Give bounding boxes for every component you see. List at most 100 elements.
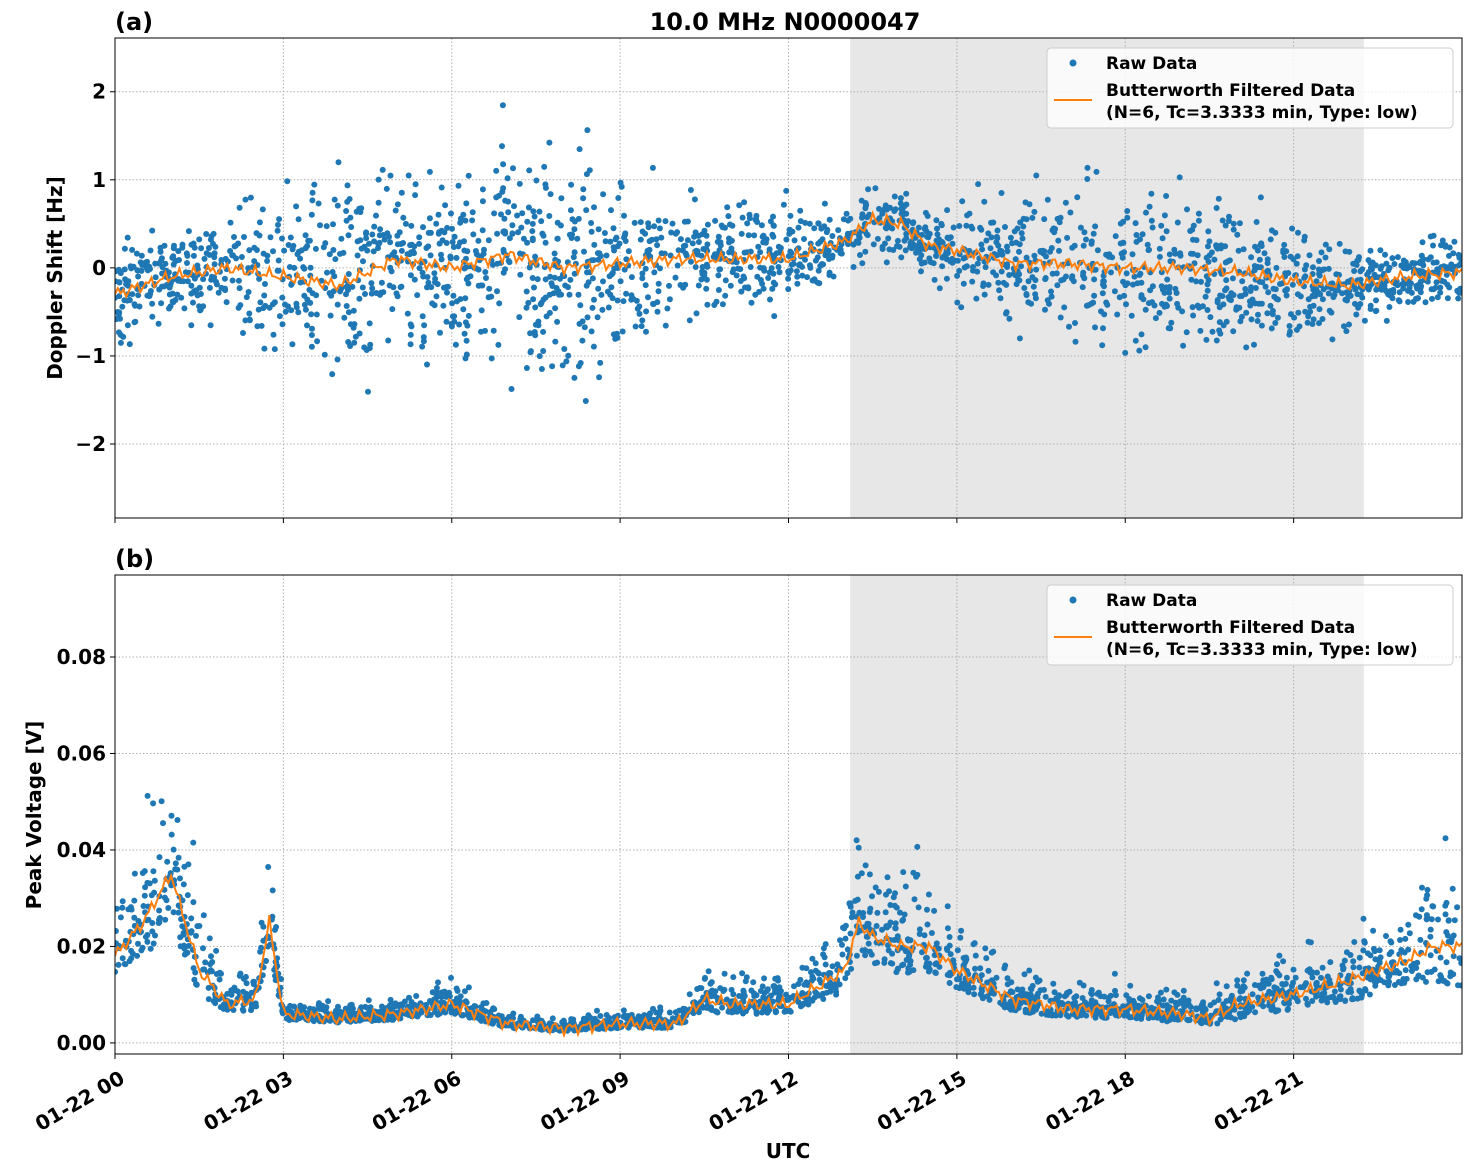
raw-data-point: [958, 304, 965, 311]
raw-data-point: [960, 280, 967, 287]
raw-data-point: [1237, 995, 1244, 1002]
raw-data-point: [1445, 917, 1452, 924]
raw-data-point: [1194, 252, 1201, 259]
raw-data-point: [438, 256, 445, 263]
raw-data-point: [812, 257, 819, 264]
raw-data-point: [335, 1003, 341, 1010]
raw-data-point: [1094, 247, 1101, 254]
raw-data-point: [642, 230, 649, 237]
raw-data-point: [1099, 342, 1106, 349]
raw-data-point: [924, 213, 931, 219]
raw-data-point: [149, 300, 156, 307]
raw-data-point: [304, 322, 310, 329]
raw-data-point: [1211, 999, 1218, 1006]
raw-data-point: [1286, 323, 1293, 329]
raw-data-point: [963, 222, 970, 229]
raw-data-point: [933, 237, 940, 244]
raw-data-point: [1123, 301, 1129, 308]
raw-data-point: [449, 300, 456, 307]
raw-data-point: [739, 970, 746, 977]
raw-data-point: [1303, 995, 1309, 1002]
raw-data-point: [172, 860, 179, 867]
raw-data-point: [360, 258, 366, 265]
raw-data-point: [898, 254, 905, 261]
raw-data-point: [1423, 895, 1430, 902]
raw-data-point: [433, 293, 440, 300]
raw-data-point: [335, 159, 342, 166]
raw-data-point: [248, 989, 255, 996]
raw-data-point: [265, 864, 272, 870]
raw-data-point: [850, 241, 857, 248]
raw-data-point: [356, 295, 363, 302]
raw-data-point: [351, 339, 358, 346]
raw-data-point: [1377, 954, 1384, 961]
raw-data-point: [188, 290, 195, 297]
raw-data-point: [647, 1010, 653, 1017]
raw-data-point: [448, 320, 455, 327]
raw-data-point: [854, 896, 861, 903]
raw-data-point: [295, 309, 302, 316]
raw-data-point: [1419, 239, 1426, 246]
legend-raw-marker: [1069, 59, 1077, 67]
raw-data-point: [494, 230, 501, 237]
raw-data-point: [1437, 954, 1444, 961]
raw-data-point: [894, 243, 900, 249]
raw-data-point: [1227, 995, 1234, 1002]
raw-data-point: [1216, 991, 1223, 998]
raw-data-point: [1383, 968, 1390, 975]
raw-data-point: [769, 285, 776, 292]
raw-data-point: [1244, 970, 1251, 977]
raw-data-point: [772, 1007, 779, 1014]
raw-data-point: [194, 292, 201, 299]
raw-data-point: [1427, 254, 1434, 261]
raw-data-point: [276, 313, 283, 320]
raw-data-point: [1158, 222, 1165, 229]
raw-data-point: [988, 949, 995, 956]
raw-data-point: [1072, 338, 1079, 345]
raw-data-point: [645, 294, 651, 301]
raw-data-point: [148, 892, 155, 899]
raw-data-point: [1302, 308, 1309, 315]
raw-data-point: [993, 974, 1000, 981]
raw-data-point: [869, 893, 875, 900]
raw-data-point: [1337, 986, 1344, 993]
raw-data-point: [765, 1008, 772, 1015]
raw-data-point: [579, 318, 586, 325]
raw-data-point: [806, 262, 813, 269]
raw-data-point: [1223, 983, 1230, 990]
raw-data-point: [805, 1001, 812, 1008]
raw-data-point: [452, 1008, 459, 1015]
raw-data-point: [726, 249, 733, 256]
raw-data-point: [1353, 261, 1360, 268]
raw-data-point: [866, 871, 873, 878]
raw-data-point: [872, 185, 879, 192]
raw-data-point: [985, 281, 992, 288]
raw-data-point: [156, 854, 163, 861]
raw-data-point: [161, 894, 168, 901]
raw-data-point: [1253, 219, 1260, 225]
raw-data-point: [1048, 293, 1055, 300]
raw-data-point: [1177, 250, 1184, 257]
raw-data-point: [1149, 224, 1156, 231]
raw-data-point: [424, 274, 431, 280]
raw-data-point: [177, 875, 183, 882]
raw-data-point: [413, 993, 420, 999]
raw-data-point: [1280, 247, 1287, 254]
raw-data-point: [1252, 285, 1259, 291]
raw-data-point: [847, 930, 854, 937]
raw-data-point: [979, 246, 986, 253]
raw-data-point: [1240, 246, 1247, 253]
raw-data-point: [1029, 274, 1036, 281]
raw-data-point: [455, 182, 462, 189]
raw-data-point: [1418, 283, 1425, 290]
raw-data-point: [666, 1009, 673, 1016]
raw-data-point: [787, 267, 794, 274]
raw-data-point: [425, 229, 432, 236]
raw-data-point: [152, 260, 159, 267]
raw-data-point: [669, 220, 676, 227]
raw-data-point: [574, 235, 581, 242]
raw-data-point: [407, 321, 414, 328]
raw-data-point: [772, 975, 779, 982]
raw-data-point: [1272, 320, 1279, 326]
raw-data-point: [144, 292, 151, 299]
